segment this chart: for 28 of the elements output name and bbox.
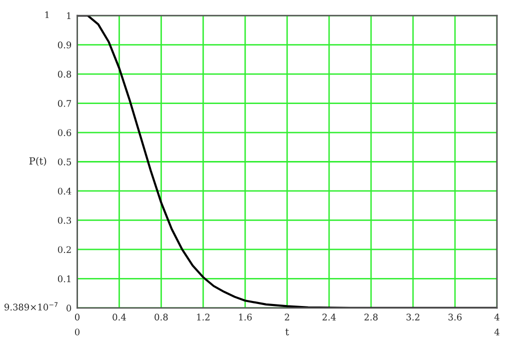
- y-tick-label: 0.4: [58, 188, 72, 195]
- x-tick-label: 0: [74, 314, 80, 320]
- x-tick-label: 1.6: [239, 314, 252, 320]
- text: 9.389×10$^{−7}$: [4, 302, 58, 310]
- text: 4: [494, 328, 500, 336]
- x-tick-label: 0.4: [112, 314, 126, 320]
- x-axis-title: t: [285, 328, 289, 336]
- x-tick-label: 0.8: [154, 314, 168, 320]
- y-tick-label: 0.3: [58, 216, 72, 224]
- y-tick-label: 0.6: [58, 129, 72, 136]
- text: 0: [74, 328, 80, 336]
- text: 1: [45, 11, 49, 18]
- y-tick-label: 0.1: [58, 275, 70, 282]
- x-tick-label: 3.6: [448, 314, 462, 320]
- y-tick-label: 0: [66, 304, 72, 312]
- x-tick-label: 2.4: [322, 314, 336, 320]
- y-tick-label: 0.2: [58, 246, 71, 254]
- x-tick-label: 2.8: [364, 314, 378, 320]
- x-tick-label: 1.2: [197, 314, 210, 320]
- y-axis-title: P(t): [29, 157, 46, 166]
- y-tick-label: 0.9: [58, 42, 72, 48]
- x-tick-label: 4: [494, 314, 500, 320]
- x-tick-label: 2: [284, 314, 290, 320]
- y-tick-label: 0.8: [58, 70, 72, 78]
- y-tick-label: 1: [67, 12, 70, 19]
- y-tick-label: 0.5: [58, 158, 71, 166]
- y-tick-label: 0.7: [58, 100, 72, 107]
- x-tick-label: 3.2: [406, 314, 420, 320]
